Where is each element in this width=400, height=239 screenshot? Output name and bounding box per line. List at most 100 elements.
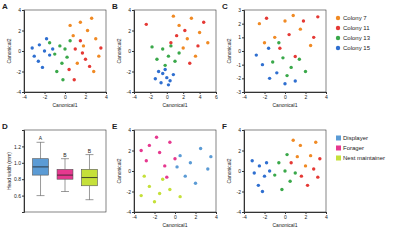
- y-axis: -3-2-10123: [237, 7, 245, 95]
- y-axis-title: Canonical2: [226, 38, 232, 63]
- whisker-cap-high: [37, 142, 45, 143]
- point: [190, 17, 193, 20]
- x-axis-title: Canonical1: [272, 102, 297, 108]
- point: [61, 78, 64, 81]
- tick-mark: [22, 31, 24, 32]
- point: [86, 29, 89, 32]
- plot-frame: [24, 130, 106, 212]
- tick-label: 2: [128, 28, 131, 34]
- tick-label: -4: [132, 94, 137, 100]
- point: [257, 184, 260, 187]
- legend-swatch: [336, 26, 340, 30]
- tick-label: -1: [237, 62, 242, 68]
- point: [265, 161, 268, 164]
- tick-label: 0: [174, 214, 177, 220]
- point: [173, 60, 176, 63]
- panel-label: E: [112, 122, 118, 131]
- tick: -4: [132, 212, 137, 220]
- point: [161, 47, 164, 50]
- point: [79, 21, 82, 24]
- box: [82, 169, 98, 185]
- panel: -3-2-10123CCanonical1Canonical2-4-2024: [222, 2, 328, 108]
- point: [161, 178, 164, 181]
- panel-label: F: [222, 122, 227, 131]
- tick-label: 3: [238, 7, 241, 13]
- point: [189, 161, 192, 164]
- point: [169, 41, 172, 44]
- tick-mark: [132, 72, 134, 73]
- x-axis-title: Canonical1: [162, 222, 187, 228]
- tick-label: 0: [64, 94, 67, 100]
- tick-label: 0: [128, 48, 131, 54]
- box: [57, 169, 73, 179]
- point: [178, 154, 181, 157]
- point: [206, 41, 209, 44]
- panel: -4-2024ECanonical1Canonical2-4-2024: [112, 122, 218, 228]
- point: [267, 47, 270, 50]
- tick-label: 2: [195, 214, 198, 220]
- point: [312, 167, 315, 170]
- x-axis: -4-2024: [242, 92, 328, 100]
- point: [139, 194, 142, 197]
- y-axis-title: Canonical2: [116, 38, 122, 63]
- legend-label: Colony 11: [343, 25, 370, 31]
- tick: 4: [325, 92, 328, 100]
- tick-label: -2: [153, 214, 158, 220]
- whisker-cap-low: [61, 191, 69, 192]
- point: [316, 15, 319, 18]
- legend-label: Nest maintainer: [343, 155, 385, 161]
- tick-label: -4: [17, 89, 22, 95]
- point: [196, 44, 199, 47]
- point: [55, 70, 58, 73]
- point: [84, 58, 87, 61]
- y-axis-title: Head width (mm): [6, 152, 12, 190]
- plot-frame: [134, 130, 216, 212]
- point: [153, 200, 156, 203]
- tick: -2: [263, 212, 268, 220]
- point: [265, 17, 268, 20]
- point: [316, 175, 319, 178]
- point: [172, 73, 175, 76]
- point: [74, 47, 77, 50]
- tick-mark: [242, 192, 244, 193]
- axis-line: [22, 11, 25, 93]
- point: [299, 144, 302, 147]
- y-axis: 0.60.81.01.2: [14, 131, 24, 213]
- tick-label: -2: [237, 189, 242, 195]
- point: [289, 66, 292, 69]
- axis-line: [22, 131, 25, 213]
- legend-item: Colony 11: [336, 25, 370, 31]
- tick-label: 0.6: [14, 193, 21, 199]
- point: [41, 66, 44, 69]
- y-axis: -4-2024: [17, 7, 25, 95]
- tick-label: 2: [305, 94, 308, 100]
- point: [304, 164, 307, 167]
- tick-label: 4: [325, 94, 328, 100]
- tick-label: 4: [199, 94, 202, 100]
- panel-label: B: [112, 2, 118, 11]
- box: [33, 159, 49, 175]
- point: [314, 141, 317, 144]
- tick: 0.6: [14, 193, 24, 199]
- legend-item: Colony 15: [336, 45, 371, 51]
- tick: -4: [242, 212, 247, 220]
- point: [263, 174, 266, 177]
- tick-label: 4: [325, 214, 328, 220]
- tick-label: 2: [18, 28, 21, 34]
- point: [292, 14, 295, 17]
- point: [145, 159, 148, 162]
- tick-label: 4: [215, 214, 218, 220]
- tick-mark: [22, 51, 24, 52]
- point: [271, 60, 274, 63]
- figure-svg: -4-2024ACanonical1Canonical2-4-2024-4-20…: [0, 0, 400, 239]
- point: [169, 44, 172, 47]
- tick-mark: [242, 37, 244, 38]
- tick: 0: [238, 168, 244, 174]
- tick-label: -2: [237, 75, 242, 81]
- tick-label: 0: [238, 48, 241, 54]
- marks: [31, 17, 103, 82]
- point: [148, 144, 151, 147]
- y-axis-title: Canonical2: [6, 38, 12, 63]
- tick-label: 2: [305, 214, 308, 220]
- tick-label: 0: [284, 94, 287, 100]
